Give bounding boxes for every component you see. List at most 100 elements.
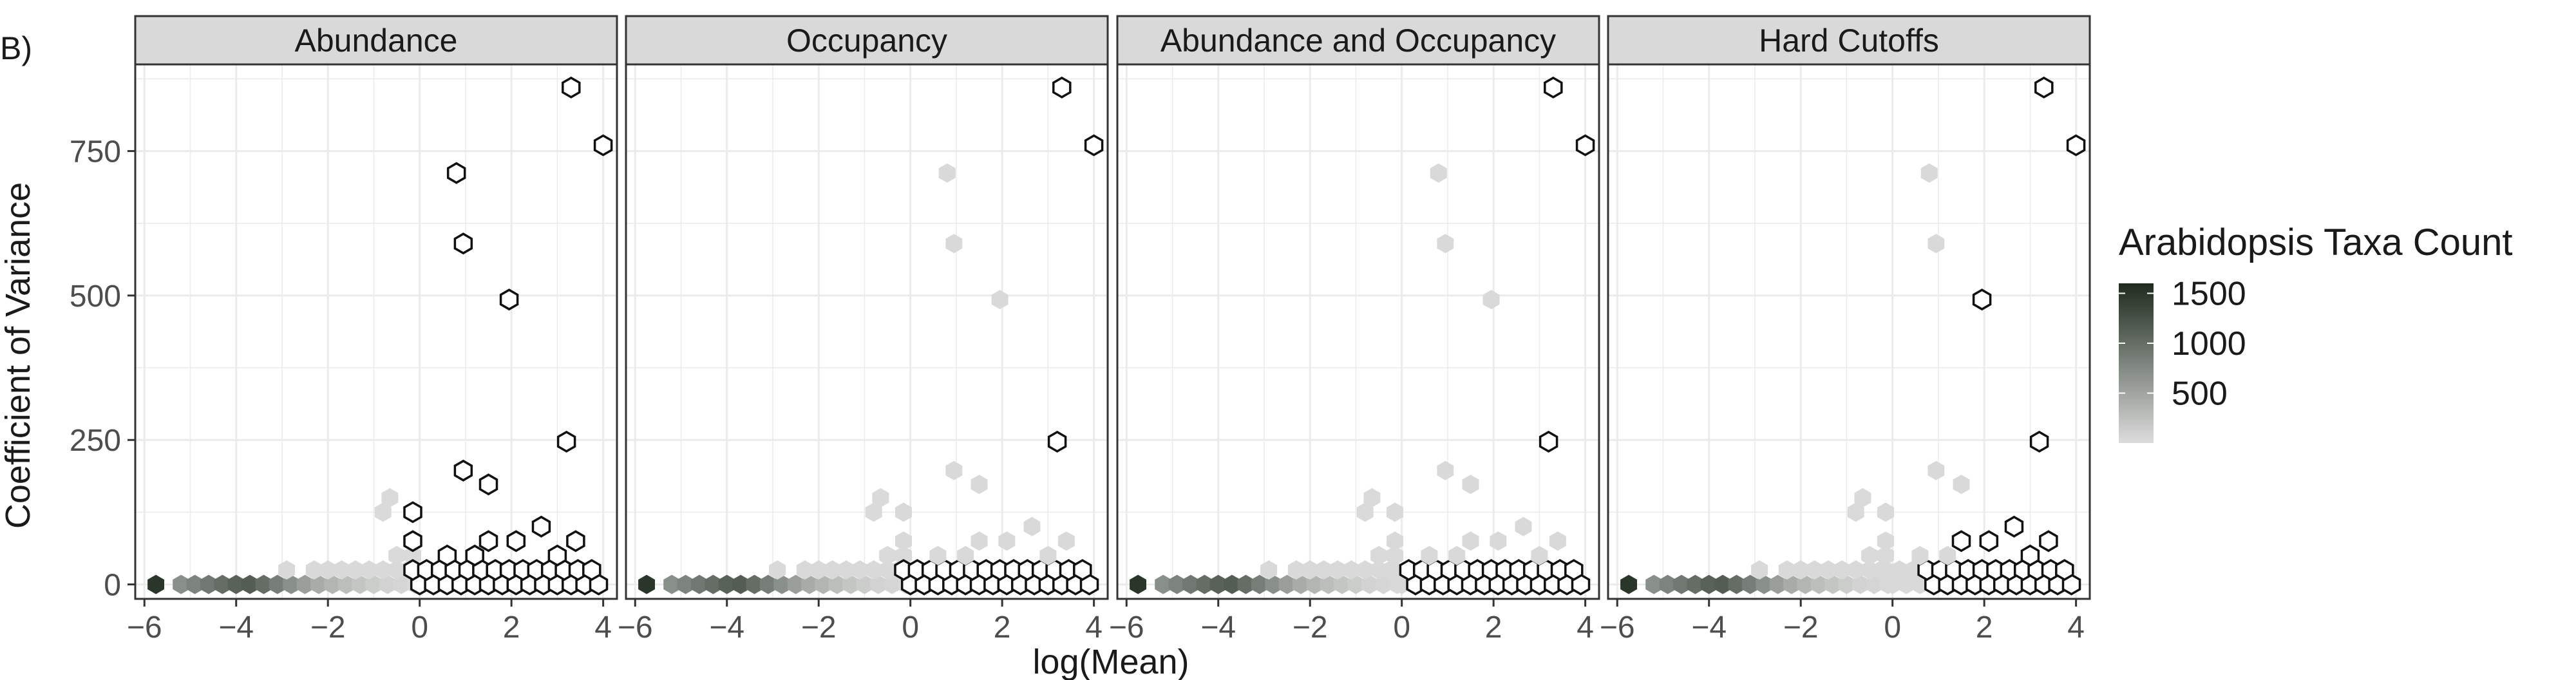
- hex-bin: [1356, 560, 1374, 580]
- hex-bin: [796, 560, 813, 580]
- x-tick-label: 4: [594, 610, 612, 645]
- hex-bin: [147, 574, 164, 594]
- hex-bin: [938, 163, 956, 183]
- hex-bin-selected: [499, 288, 519, 311]
- hex-bin: [1182, 574, 1199, 594]
- facet-strip-title: Abundance: [294, 23, 457, 59]
- hex-bin: [1833, 560, 1851, 580]
- hex-bin-selected: [1544, 76, 1563, 99]
- facet-panel-1: Abundance −6 −4 −2 0 2 4 0 250 500 750: [70, 15, 618, 645]
- hex-bin: [1430, 163, 1447, 183]
- hex-bin: [388, 545, 405, 565]
- hex-bin: [663, 574, 681, 594]
- hex-bin: [214, 574, 231, 594]
- plot-background: [626, 64, 1108, 599]
- hex-bin: [1448, 545, 1466, 565]
- facet-strip: [134, 15, 618, 66]
- legend-colorbar: [2119, 283, 2154, 443]
- hex-bin: [1877, 531, 1894, 551]
- hex-bin: [1861, 545, 1878, 565]
- x-tick-label: 2: [1976, 610, 1993, 645]
- hex-bin: [324, 574, 341, 594]
- facet-panel-4: Hard Cutoffs −6 −4 −2 0 2 4: [1600, 15, 2091, 645]
- hex-bin: [1714, 574, 1732, 594]
- hex-bin-selected: [478, 473, 498, 496]
- hex-bin-selected: [2055, 559, 2074, 581]
- hex-bin: [1023, 516, 1041, 536]
- x-tick-label: −6: [127, 610, 162, 645]
- hex-bin: [1155, 574, 1172, 594]
- hex-bin: [242, 574, 259, 594]
- hex-bin-selected: [1575, 134, 1595, 156]
- hex-bin: [296, 574, 314, 594]
- x-tick-label: −2: [1293, 610, 1328, 645]
- hex-bin: [1820, 560, 1837, 580]
- x-tick-label: −4: [709, 610, 744, 645]
- hex-bin: [638, 574, 655, 594]
- panel-border: [625, 63, 1109, 600]
- legend-label: 500: [2172, 375, 2228, 413]
- hex-bin: [759, 574, 777, 594]
- panel-border: [1607, 63, 2091, 600]
- hex-bin: [1911, 545, 1929, 565]
- hex-bin-selected: [1979, 530, 1999, 552]
- y-tick-label: 250: [70, 424, 121, 458]
- hex-bin: [255, 574, 272, 594]
- hex-bin: [838, 560, 855, 580]
- hex-bin: [337, 574, 355, 594]
- x-tick-label: 2: [994, 610, 1011, 645]
- hex-bin: [352, 574, 369, 594]
- x-tick-label: 0: [411, 610, 428, 645]
- legend-ticks: 500 1000 1500: [2119, 276, 2246, 413]
- hex-bin: [1363, 488, 1381, 507]
- hex-bin: [1810, 574, 1828, 594]
- x-tick-label: 4: [1085, 610, 1103, 645]
- hex-bin: [1251, 574, 1268, 594]
- panel-tag: B): [0, 30, 32, 66]
- hex-bin: [1437, 460, 1454, 480]
- hex-bin: [200, 574, 217, 594]
- legend: Arabidopsis Taxa Count 500 1000 1500: [2119, 222, 2513, 443]
- hex-bin-selected: [465, 544, 484, 567]
- hex-bins: [147, 76, 613, 596]
- hex-bin: [1953, 475, 1970, 495]
- hex-bin: [1741, 574, 1759, 594]
- hex-bin: [1462, 475, 1479, 495]
- y-tick-label: 500: [70, 279, 121, 314]
- hex-bin: [773, 574, 791, 594]
- hex-bin: [1673, 574, 1690, 594]
- hex-bin: [1462, 531, 1479, 551]
- hex-bin: [1393, 574, 1410, 594]
- hex-bin-selected: [1564, 559, 1584, 581]
- hex-bin: [1838, 574, 1855, 594]
- hex-bin: [404, 545, 421, 565]
- hex-bins: [638, 76, 1104, 596]
- hex-bin: [1927, 460, 1945, 480]
- hex-bin: [856, 574, 873, 594]
- hex-bin: [1224, 574, 1241, 594]
- hex-bin: [1659, 574, 1676, 594]
- hex-bin: [945, 234, 963, 254]
- hex-bin-selected: [2004, 515, 2024, 538]
- hex-bin: [677, 574, 694, 594]
- hex-bin-selected: [403, 501, 422, 524]
- x-tick-label: −4: [1691, 610, 1727, 645]
- hex-bin: [824, 560, 841, 580]
- hex-bin: [1265, 574, 1282, 594]
- hex-bin-selected: [1047, 430, 1067, 453]
- hex-bin: [1751, 560, 1768, 580]
- hex-bin-selected: [582, 559, 601, 581]
- hex-bin: [333, 560, 350, 580]
- hex-bin: [1329, 560, 1346, 580]
- hex-bin: [1421, 545, 1438, 565]
- hex-bin: [1306, 574, 1323, 594]
- plot-background: [1117, 64, 1599, 599]
- hex-bin: [1939, 545, 1956, 565]
- hex-bin-selected: [562, 76, 581, 99]
- hex-bin: [1260, 560, 1278, 580]
- hex-bin: [361, 560, 378, 580]
- hex-bin: [1877, 502, 1894, 522]
- hex-bin: [1898, 574, 1915, 594]
- hex-bin: [1196, 574, 1213, 594]
- hex-bin: [957, 545, 974, 565]
